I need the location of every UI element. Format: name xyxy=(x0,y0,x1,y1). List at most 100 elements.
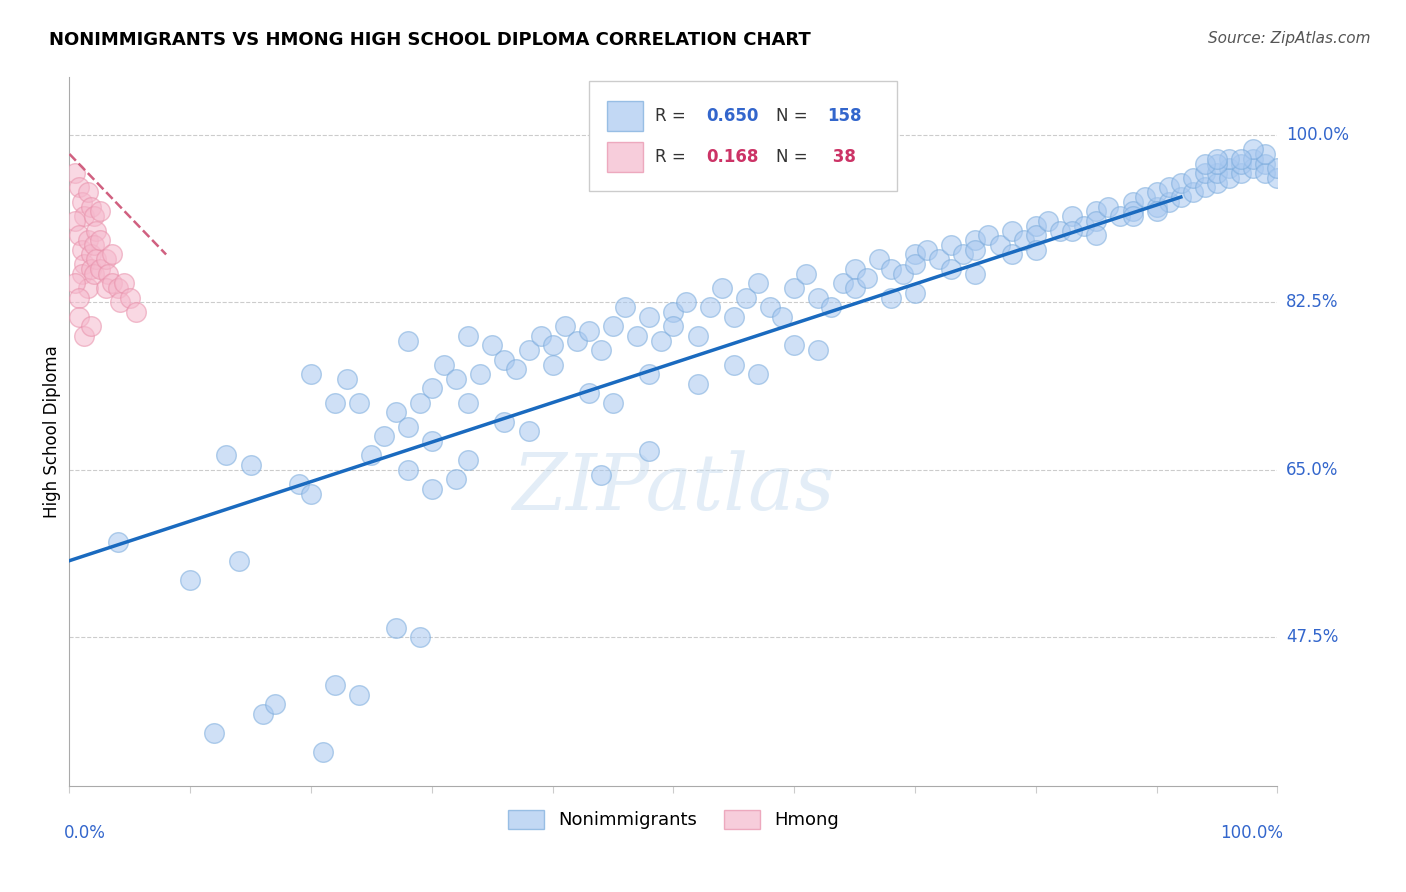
Point xyxy=(820,300,842,314)
Point xyxy=(796,267,818,281)
Point xyxy=(228,554,250,568)
Point xyxy=(204,726,226,740)
Point xyxy=(67,310,90,324)
Point xyxy=(1206,176,1229,190)
Point xyxy=(1181,170,1204,185)
Point xyxy=(686,328,709,343)
Point xyxy=(1206,152,1229,166)
Text: 47.5%: 47.5% xyxy=(1286,628,1339,646)
Point xyxy=(1001,247,1024,261)
Point xyxy=(263,697,285,711)
Point xyxy=(1194,166,1216,180)
Point xyxy=(1254,156,1277,170)
Point xyxy=(965,233,987,247)
Point xyxy=(1254,166,1277,180)
Point xyxy=(420,482,443,496)
Text: N =: N = xyxy=(776,148,808,166)
Point xyxy=(100,276,122,290)
Point xyxy=(1206,166,1229,180)
Text: R =: R = xyxy=(655,148,686,166)
Point xyxy=(699,300,721,314)
Point xyxy=(336,372,359,386)
Point xyxy=(965,243,987,257)
Point xyxy=(1062,209,1084,223)
Point xyxy=(952,247,974,261)
Point xyxy=(662,319,685,334)
Point xyxy=(70,194,93,209)
Point xyxy=(831,276,853,290)
Text: 38: 38 xyxy=(827,148,856,166)
Point xyxy=(626,328,648,343)
Point xyxy=(807,343,830,358)
Point xyxy=(735,291,758,305)
Point xyxy=(494,415,516,429)
Point xyxy=(420,381,443,395)
Point xyxy=(97,267,120,281)
Point xyxy=(89,204,111,219)
Point xyxy=(1133,190,1156,204)
Point xyxy=(80,319,103,334)
Point xyxy=(65,166,87,180)
Text: 100.0%: 100.0% xyxy=(1286,126,1348,144)
Point xyxy=(299,367,322,381)
Point xyxy=(89,233,111,247)
Point xyxy=(360,449,382,463)
Point xyxy=(1230,156,1253,170)
Point xyxy=(915,243,938,257)
Point xyxy=(1073,219,1095,233)
Point xyxy=(1097,200,1119,214)
Point xyxy=(602,319,624,334)
Point xyxy=(179,573,201,587)
Point xyxy=(1085,204,1108,219)
Point xyxy=(554,319,576,334)
Point xyxy=(855,271,877,285)
Point xyxy=(481,338,503,352)
Point xyxy=(112,276,135,290)
Point xyxy=(638,367,661,381)
Text: N =: N = xyxy=(776,107,808,125)
Point xyxy=(1146,204,1168,219)
FancyBboxPatch shape xyxy=(607,101,644,130)
Point xyxy=(457,328,479,343)
Point xyxy=(759,300,782,314)
Point xyxy=(541,358,564,372)
Point xyxy=(965,267,987,281)
Point xyxy=(67,180,90,194)
Point xyxy=(710,281,733,295)
Point xyxy=(1036,214,1059,228)
Point xyxy=(215,449,238,463)
Point xyxy=(941,261,963,276)
Point xyxy=(396,463,419,477)
Point xyxy=(1025,219,1047,233)
Point xyxy=(83,209,105,223)
Point xyxy=(1267,161,1289,176)
Text: 65.0%: 65.0% xyxy=(1286,461,1339,479)
Point xyxy=(904,257,927,271)
Point xyxy=(239,458,262,472)
Point xyxy=(1146,200,1168,214)
Point xyxy=(602,396,624,410)
Point xyxy=(1218,152,1240,166)
Point xyxy=(1012,233,1035,247)
Point xyxy=(578,324,600,338)
Text: 0.0%: 0.0% xyxy=(63,824,105,842)
Point xyxy=(614,300,637,314)
Point xyxy=(470,367,492,381)
Point xyxy=(589,467,612,482)
Point xyxy=(807,291,830,305)
Point xyxy=(107,534,129,549)
Text: ZIPatlas: ZIPatlas xyxy=(512,450,835,526)
Point xyxy=(844,261,866,276)
Point xyxy=(747,276,769,290)
Point xyxy=(880,261,903,276)
Point xyxy=(80,261,103,276)
Text: R =: R = xyxy=(655,107,686,125)
Point xyxy=(783,338,806,352)
Point xyxy=(384,405,406,419)
Point xyxy=(1001,223,1024,237)
Point xyxy=(1241,152,1264,166)
Point xyxy=(384,621,406,635)
Point xyxy=(457,453,479,467)
Point xyxy=(433,358,456,372)
FancyBboxPatch shape xyxy=(607,142,644,171)
